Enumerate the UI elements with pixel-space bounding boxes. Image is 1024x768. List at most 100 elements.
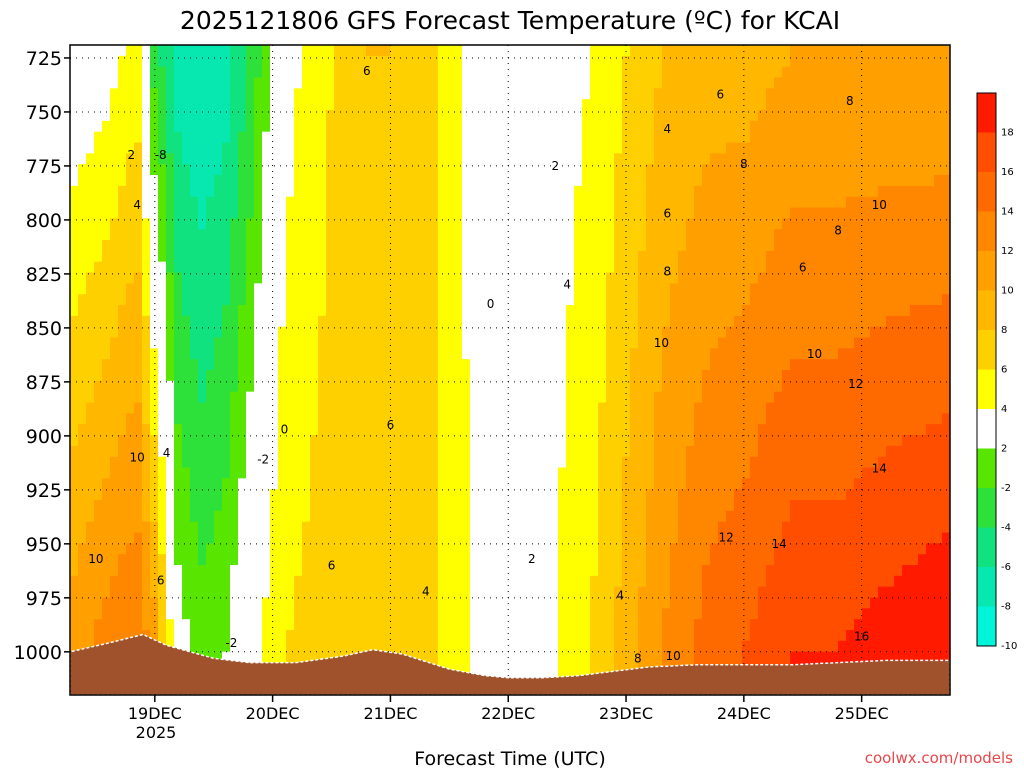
field-cell (422, 489, 431, 501)
field-cell (254, 489, 263, 501)
field-cell (358, 380, 367, 393)
field-cell (566, 207, 575, 219)
field-cell (110, 348, 119, 360)
field-cell (606, 207, 615, 219)
field-cell (542, 565, 551, 577)
field-cell (454, 348, 463, 360)
field-cell (566, 435, 575, 447)
field-cell (230, 142, 239, 154)
field-cell (102, 348, 111, 360)
field-cell (422, 196, 431, 209)
field-cell (310, 413, 319, 425)
field-cell (374, 380, 383, 393)
field-cell (710, 348, 719, 360)
field-cell (286, 467, 295, 479)
field-cell (534, 88, 543, 100)
field-cell (486, 283, 495, 295)
field-cell (286, 305, 295, 317)
field-cell (582, 305, 591, 317)
field-cell (686, 608, 695, 620)
field-cell (374, 175, 383, 187)
field-cell (126, 532, 135, 544)
field-cell (246, 185, 255, 198)
field-cell (222, 500, 231, 512)
field-cell (414, 240, 423, 252)
field-cell (566, 608, 575, 620)
field-cell (502, 619, 511, 631)
field-cell (502, 554, 511, 566)
field-cell (686, 651, 695, 664)
field-cell (278, 45, 287, 57)
field-cell (222, 175, 231, 187)
field-cell (398, 337, 407, 349)
field-cell (326, 207, 335, 219)
field-cell (190, 142, 199, 154)
field-cell (670, 131, 679, 144)
field-cell (478, 305, 487, 317)
field-cell (446, 66, 455, 79)
field-cell (286, 131, 295, 144)
field-cell (78, 348, 87, 360)
field-cell (494, 88, 503, 100)
field-cell (158, 575, 167, 588)
field-cell (262, 478, 271, 490)
field-cell (390, 294, 399, 306)
field-cell (550, 164, 559, 176)
field-cell (566, 597, 575, 609)
field-cell (702, 445, 711, 458)
field-cell (678, 240, 687, 252)
field-cell (358, 272, 367, 284)
field-cell (134, 380, 143, 393)
field-cell (166, 77, 175, 89)
field-cell (662, 478, 671, 490)
field-cell (454, 619, 463, 631)
field-cell (414, 153, 423, 165)
field-cell (710, 521, 719, 534)
field-cell (462, 261, 471, 274)
field-cell (574, 662, 583, 674)
field-cell (190, 510, 199, 523)
field-cell (206, 380, 215, 393)
field-cell (526, 662, 535, 674)
field-cell (102, 543, 111, 555)
field-cell (182, 207, 191, 219)
field-cell (166, 240, 175, 252)
field-cell (150, 359, 159, 371)
field-cell (702, 153, 711, 165)
field-cell (198, 370, 207, 382)
field-cell (166, 294, 175, 306)
field-cell (358, 229, 367, 241)
field-cell (78, 359, 87, 371)
field-cell (638, 608, 647, 620)
field-cell (310, 424, 319, 436)
field-cell (86, 175, 95, 187)
field-cell (254, 88, 263, 100)
field-cell (238, 435, 247, 447)
field-cell (198, 575, 207, 588)
field-cell (262, 402, 271, 414)
field-cell (286, 445, 295, 458)
field-cell (110, 218, 119, 230)
field-cell (110, 532, 119, 544)
field-cell (318, 261, 327, 274)
field-cell (606, 435, 615, 447)
field-cell (174, 66, 183, 79)
field-cell (382, 175, 391, 187)
field-cell (486, 207, 495, 219)
field-cell (286, 110, 295, 122)
field-cell (278, 196, 287, 209)
field-cell (566, 489, 575, 501)
field-cell (654, 261, 663, 274)
field-cell (718, 348, 727, 360)
field-cell (310, 554, 319, 566)
field-cell (398, 207, 407, 219)
field-cell (534, 489, 543, 501)
field-cell (558, 164, 567, 176)
field-cell (510, 413, 519, 425)
field-cell (510, 467, 519, 479)
field-cell (606, 586, 615, 599)
field-cell (70, 597, 79, 609)
field-cell (678, 45, 687, 57)
field-cell (406, 489, 415, 501)
field-cell (558, 532, 567, 544)
